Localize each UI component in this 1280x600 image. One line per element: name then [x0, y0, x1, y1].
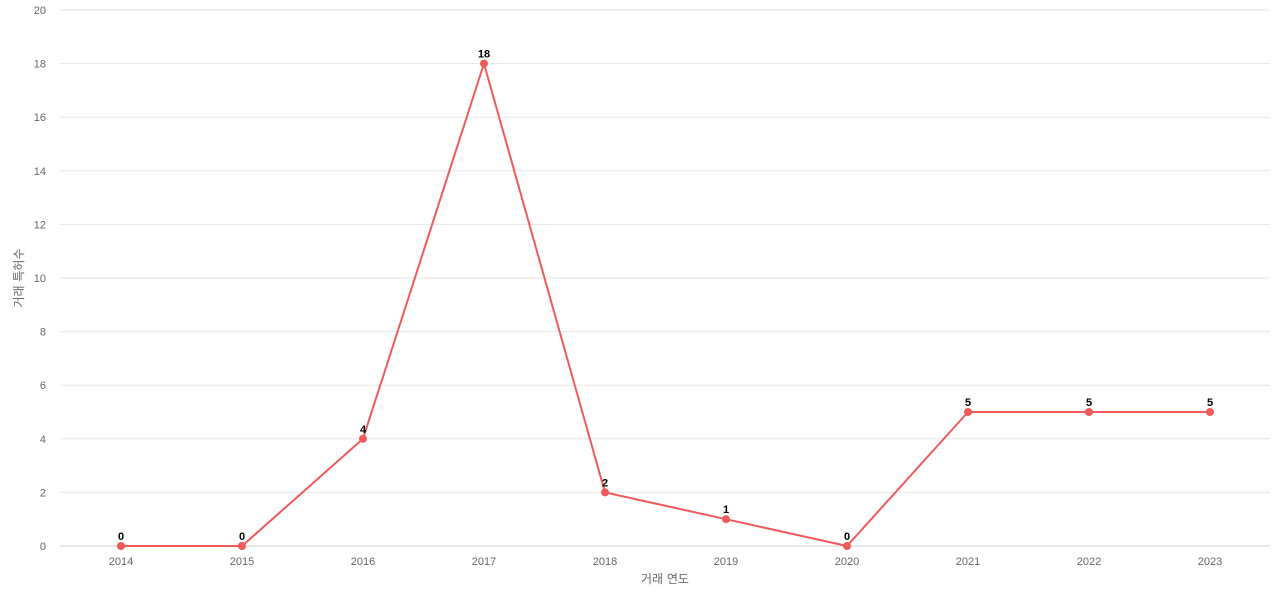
data-label: 0: [844, 531, 850, 543]
x-tick-label: 2018: [593, 556, 617, 568]
x-tick-label: 2020: [835, 556, 859, 568]
data-point: [722, 515, 730, 524]
data-point: [601, 488, 609, 497]
x-tick-label: 2014: [109, 556, 133, 568]
x-tick-label: 2022: [1077, 556, 1101, 568]
y-tick-label: 16: [34, 112, 46, 124]
x-tick-label: 2023: [1198, 556, 1222, 568]
data-point: [238, 542, 246, 550]
y-axis-title: 거래 특허수: [12, 248, 26, 307]
data-label: 5: [1207, 397, 1213, 409]
x-tick-label: 2021: [956, 556, 980, 568]
series-line: [121, 62, 1210, 547]
x-axis-title: 거래 연도: [641, 572, 689, 586]
data-label: 18: [478, 49, 490, 61]
y-tick-label: 4: [40, 434, 46, 446]
data-label: 5: [965, 397, 971, 409]
y-tick-label: 20: [34, 5, 46, 17]
data-point: [1085, 408, 1093, 416]
data-point: [843, 542, 851, 550]
y-tick-label: 12: [34, 219, 46, 231]
series-layer: [117, 59, 1214, 550]
y-tick-label: 14: [34, 166, 46, 178]
data-label: 0: [239, 531, 245, 543]
data-point: [117, 542, 125, 550]
data-labels: 0 0 4 18 2 1 0 5 5 5: [118, 49, 1213, 543]
data-label: 4: [360, 424, 367, 436]
y-tick-label: 8: [40, 327, 46, 339]
x-tick-label: 2017: [472, 556, 496, 568]
y-tick-label: 6: [40, 380, 46, 392]
data-label: 5: [1086, 397, 1092, 409]
data-label: 1: [723, 504, 729, 516]
data-label: 2: [602, 477, 608, 489]
data-point: [480, 59, 488, 68]
y-tick-label: 18: [34, 59, 46, 71]
data-label: 0: [118, 531, 124, 543]
x-tick-label: 2015: [230, 556, 254, 568]
x-tick-label: 2019: [714, 556, 738, 568]
y-axis-ticks: 0 2 4 6 8 10 12 14 16 18 20: [34, 5, 46, 553]
grid-lines: [60, 9, 1270, 493]
y-tick-label: 10: [34, 273, 46, 285]
x-tick-label: 2016: [351, 556, 375, 568]
y-tick-label: 2: [40, 487, 46, 499]
data-point: [359, 434, 367, 443]
x-axis-ticks: 2014 2015 2016 2017 2018 2019 2020 2021 2022 2023: [109, 556, 1222, 568]
y-tick-label: 0: [40, 541, 46, 553]
data-point: [1206, 408, 1214, 416]
data-point: [964, 408, 972, 416]
